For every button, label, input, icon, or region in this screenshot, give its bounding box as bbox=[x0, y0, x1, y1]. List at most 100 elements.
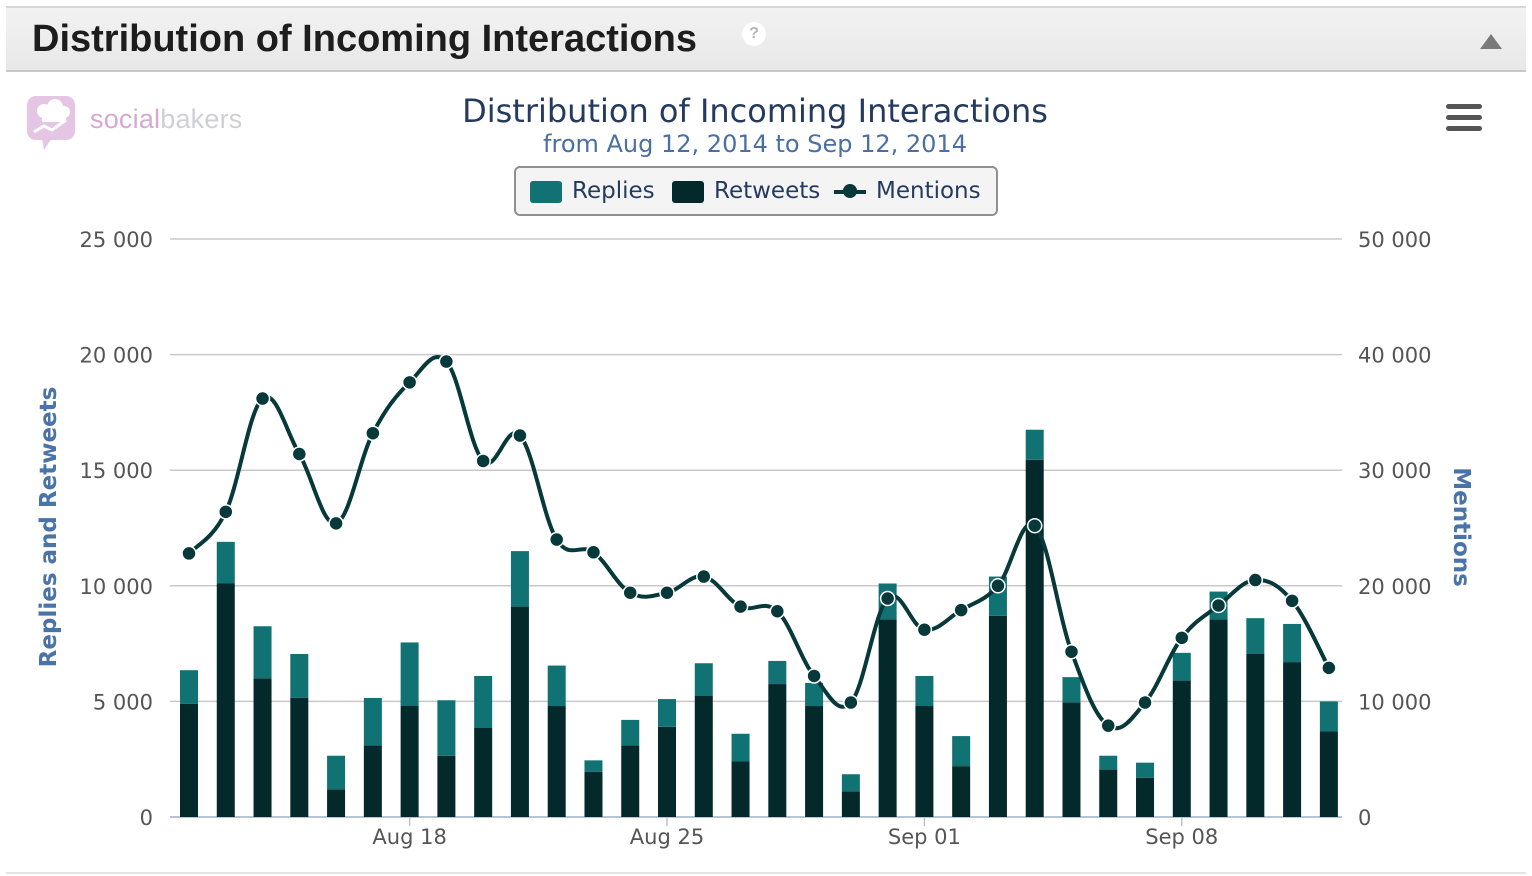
mentions-point[interactable] bbox=[181, 545, 197, 562]
mentions-point[interactable] bbox=[990, 578, 1006, 594]
mentions-point[interactable] bbox=[1174, 630, 1190, 646]
bar-replies[interactable] bbox=[547, 665, 566, 707]
mentions-point[interactable] bbox=[475, 453, 491, 469]
mentions-point[interactable] bbox=[512, 427, 528, 444]
bar-retweets[interactable] bbox=[658, 726, 677, 817]
bar-retweets[interactable] bbox=[1136, 777, 1155, 817]
mentions-point[interactable] bbox=[365, 425, 381, 441]
mentions-point[interactable] bbox=[1284, 593, 1300, 609]
bar-retweets[interactable] bbox=[621, 745, 640, 817]
bar-replies[interactable] bbox=[1283, 623, 1302, 663]
mentions-point[interactable] bbox=[843, 694, 859, 711]
legend-item-replies[interactable]: Replies bbox=[530, 178, 660, 206]
mentions-point[interactable] bbox=[585, 544, 602, 561]
bar-retweets[interactable] bbox=[1062, 702, 1081, 817]
bar-replies[interactable] bbox=[915, 675, 934, 707]
bar-retweets[interactable] bbox=[290, 697, 309, 817]
mentions-point[interactable] bbox=[769, 603, 786, 619]
bar-retweets[interactable] bbox=[1172, 680, 1191, 817]
mentions-point[interactable] bbox=[659, 584, 675, 601]
bar-replies[interactable] bbox=[180, 670, 198, 704]
bar-replies[interactable] bbox=[437, 700, 456, 756]
bar-replies[interactable] bbox=[658, 699, 677, 727]
bar-retweets[interactable] bbox=[1319, 731, 1338, 817]
collapse-triangle-icon[interactable] bbox=[1480, 34, 1502, 49]
bar-replies[interactable] bbox=[1319, 701, 1338, 732]
help-icon[interactable]: ? bbox=[742, 22, 766, 46]
mentions-point[interactable] bbox=[328, 515, 344, 532]
bar-replies[interactable] bbox=[1025, 429, 1044, 460]
bar-retweets[interactable] bbox=[805, 706, 824, 817]
bar-replies[interactable] bbox=[1099, 755, 1118, 770]
bar-retweets[interactable] bbox=[253, 678, 272, 817]
bar-replies[interactable] bbox=[1246, 618, 1265, 655]
bar-retweets[interactable] bbox=[437, 755, 456, 817]
bar-replies[interactable] bbox=[805, 682, 824, 707]
mentions-point[interactable] bbox=[622, 584, 638, 601]
bar-replies[interactable] bbox=[621, 719, 640, 746]
left-axis-ticks: 0 5 000 10 000 15 000 20 000 25 000 bbox=[80, 228, 153, 830]
bar-retweets[interactable] bbox=[1099, 769, 1118, 817]
bar-replies[interactable] bbox=[584, 760, 603, 772]
bar-retweets[interactable] bbox=[474, 727, 493, 817]
bar-replies[interactable] bbox=[474, 675, 493, 728]
bar-retweets[interactable] bbox=[1025, 459, 1044, 817]
bar-retweets[interactable] bbox=[363, 745, 382, 817]
bar-replies[interactable] bbox=[1172, 652, 1191, 681]
mentions-point[interactable] bbox=[218, 504, 234, 520]
bar-replies[interactable] bbox=[1062, 677, 1081, 703]
mentions-point[interactable] bbox=[879, 590, 896, 607]
bar-replies[interactable] bbox=[841, 774, 860, 792]
bar-retweets[interactable] bbox=[1283, 662, 1302, 817]
mentions-point[interactable] bbox=[438, 353, 455, 370]
bar-retweets[interactable] bbox=[988, 615, 1007, 817]
bar-retweets[interactable] bbox=[180, 703, 198, 817]
mentions-point[interactable] bbox=[806, 668, 822, 684]
bar-retweets[interactable] bbox=[694, 695, 713, 817]
mentions-point[interactable] bbox=[732, 598, 749, 615]
bar-replies[interactable] bbox=[768, 660, 787, 685]
bar-replies[interactable] bbox=[1136, 762, 1155, 778]
bar-retweets[interactable] bbox=[915, 706, 934, 817]
bar-retweets[interactable] bbox=[878, 619, 897, 817]
bar-replies[interactable] bbox=[400, 642, 419, 707]
mentions-point[interactable] bbox=[916, 621, 933, 638]
bar-retweets[interactable] bbox=[400, 706, 419, 817]
bar-replies[interactable] bbox=[216, 541, 235, 584]
bar-replies[interactable] bbox=[290, 654, 309, 698]
mentions-point[interactable] bbox=[1210, 597, 1227, 614]
bar-retweets[interactable] bbox=[731, 761, 750, 817]
bar-retweets[interactable] bbox=[327, 789, 346, 817]
mentions-point[interactable] bbox=[1247, 572, 1264, 588]
mentions-point[interactable] bbox=[953, 602, 969, 618]
mentions-point[interactable] bbox=[1026, 517, 1043, 534]
bar-replies[interactable] bbox=[363, 697, 382, 746]
bar-replies[interactable] bbox=[253, 626, 272, 679]
mentions-point[interactable] bbox=[254, 390, 271, 407]
legend-item-retweets[interactable]: Retweets bbox=[672, 178, 822, 206]
bar-retweets[interactable] bbox=[584, 771, 603, 817]
bar-replies[interactable] bbox=[731, 733, 750, 762]
hamburger-menu-icon[interactable] bbox=[1446, 104, 1482, 132]
bar-retweets[interactable] bbox=[952, 766, 971, 817]
bar-retweets[interactable] bbox=[841, 791, 860, 817]
bar-replies[interactable] bbox=[327, 755, 346, 790]
mentions-point[interactable] bbox=[696, 568, 712, 585]
bar-replies[interactable] bbox=[952, 736, 971, 767]
mentions-point[interactable] bbox=[1321, 660, 1337, 676]
bar-retweets[interactable] bbox=[1209, 619, 1228, 817]
mentions-point[interactable] bbox=[401, 374, 418, 391]
legend-item-mentions[interactable]: Mentions bbox=[834, 178, 989, 206]
mentions-point[interactable] bbox=[1137, 694, 1153, 711]
bar-replies[interactable] bbox=[694, 663, 713, 696]
mentions-point[interactable] bbox=[1100, 717, 1116, 734]
bar-retweets[interactable] bbox=[768, 684, 787, 817]
mentions-point[interactable] bbox=[1063, 643, 1080, 660]
mentions-point[interactable] bbox=[291, 446, 308, 462]
bar-retweets[interactable] bbox=[216, 583, 235, 817]
bar-replies[interactable] bbox=[510, 551, 529, 607]
bar-retweets[interactable] bbox=[510, 606, 529, 817]
bar-retweets[interactable] bbox=[1246, 654, 1265, 817]
mentions-point[interactable] bbox=[548, 531, 565, 548]
bar-retweets[interactable] bbox=[547, 706, 566, 817]
